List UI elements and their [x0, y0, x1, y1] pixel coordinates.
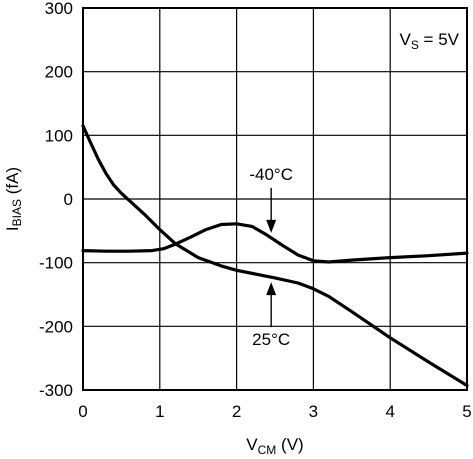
y-tick-label: 0 [64, 190, 73, 209]
x-tick-label: 0 [78, 402, 87, 421]
y-tick-label: -200 [39, 317, 73, 336]
y-tick-label: 200 [45, 63, 73, 82]
x-tick-label: 3 [309, 402, 318, 421]
series-line-25c [81, 124, 469, 388]
plot-frame [82, 7, 468, 391]
x-tick-label: 2 [232, 402, 241, 421]
y-tick-label: 300 [45, 0, 73, 18]
annotation-arrow-head [266, 282, 277, 296]
annotations: -40°C 25°C [249, 165, 293, 349]
y-axis-main: I [3, 226, 22, 231]
tick-labels: 0 1 2 3 4 5 300 200 100 0 -100 -200 -300 [39, 0, 472, 421]
x-tick-label: 5 [462, 402, 471, 421]
y-tick-label: -100 [39, 254, 73, 273]
series-annotation-label: -40°C [249, 165, 293, 184]
y-axis-unit: (fA) [3, 167, 22, 199]
x-tick-label: 1 [155, 402, 164, 421]
condition-rest: = 5V [419, 30, 460, 49]
x-axis-unit: (V) [276, 435, 303, 454]
x-axis-label: VCM (V) [246, 435, 303, 457]
y-tick-label: 100 [45, 126, 73, 145]
condition-label: VS = 5V [399, 30, 459, 52]
series-line-minus40c [81, 222, 469, 264]
condition-main: V [399, 30, 411, 49]
x-tick-label: 4 [385, 402, 394, 421]
y-axis-label: IBIAS (fA) [3, 167, 24, 231]
x-axis-sub: CM [258, 443, 277, 457]
y-tick-label: -300 [39, 381, 73, 400]
y-axis-sub: BIAS [10, 199, 24, 226]
x-axis-main: V [246, 435, 258, 454]
condition-sub: S [411, 38, 419, 52]
annotation-arrow-head [266, 219, 277, 233]
series-layer [81, 124, 469, 388]
series-annotation-label: 25°C [252, 330, 290, 349]
